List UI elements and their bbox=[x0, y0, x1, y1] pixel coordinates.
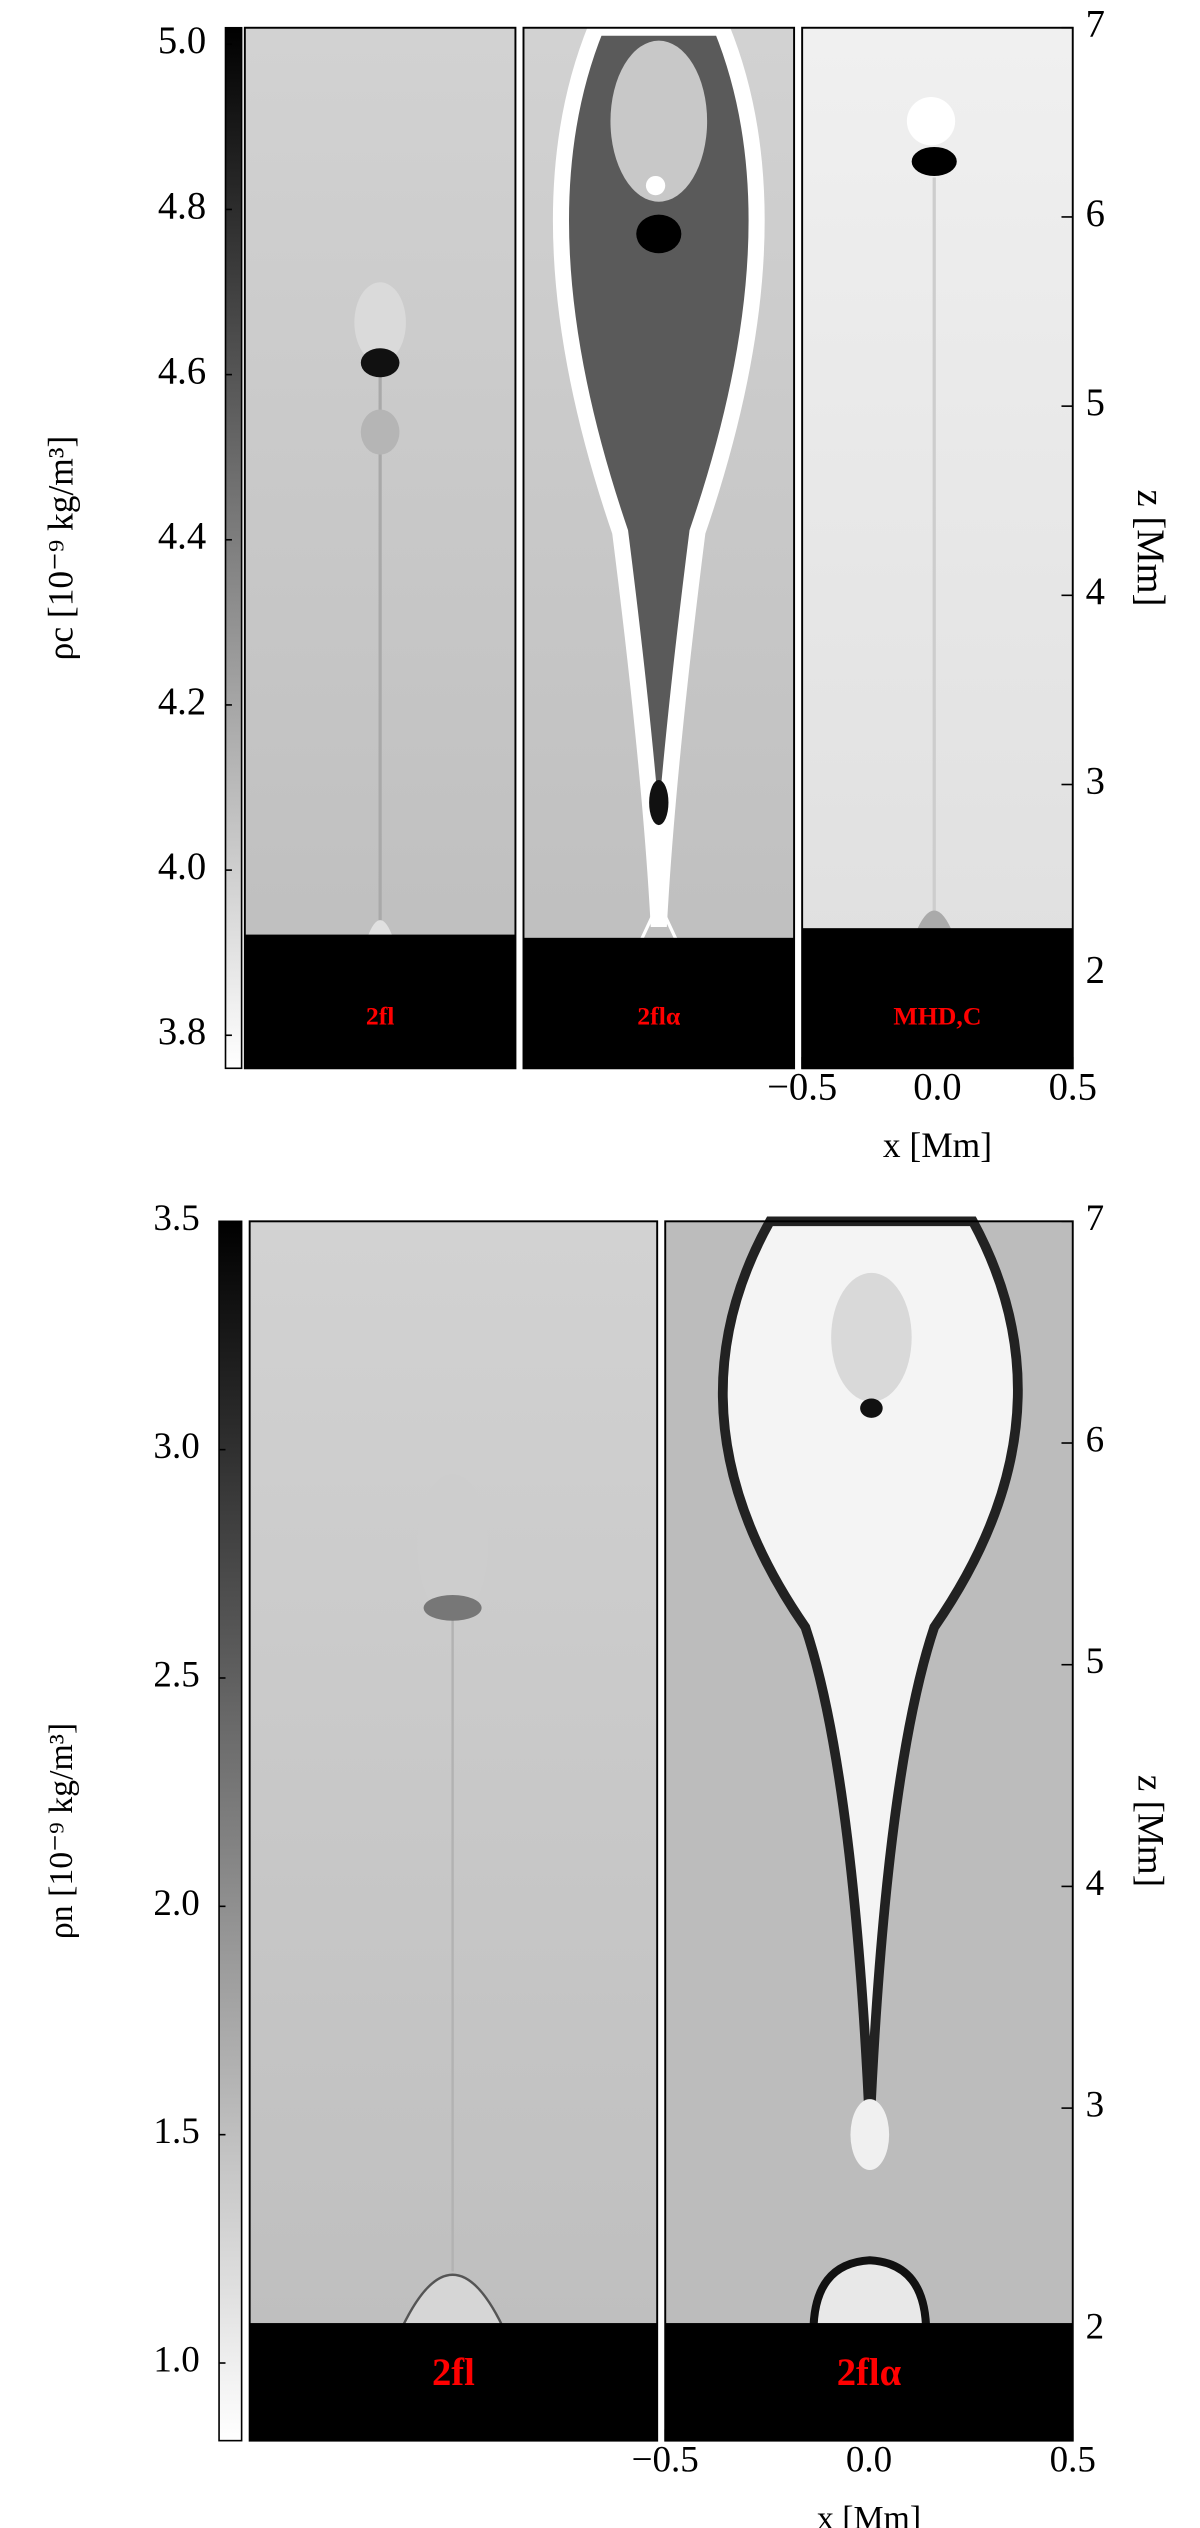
floor bbox=[665, 2323, 1073, 2441]
base bbox=[367, 920, 394, 938]
colorbar-tick-label: 4.8 bbox=[158, 185, 206, 227]
colorbar-tick-label: 4.2 bbox=[158, 681, 206, 723]
panel-frame bbox=[248, 1220, 659, 2442]
y-tick-label: 7 bbox=[1086, 4, 1105, 46]
colorbar-tick-label: 4.4 bbox=[158, 516, 206, 558]
y-axis-label: z [Mm] bbox=[1129, 1775, 1170, 1887]
x-tick-label: 0.5 bbox=[1049, 1067, 1097, 1109]
x-tick-label: −0.5 bbox=[767, 1067, 837, 1109]
colorbar-tick-label: 5.0 bbox=[158, 20, 206, 62]
floor bbox=[802, 928, 1073, 1069]
floor bbox=[249, 2323, 658, 2441]
image-bg bbox=[802, 27, 1073, 1069]
colorbar bbox=[224, 26, 243, 1070]
panel-label: 2flα bbox=[637, 1001, 681, 1030]
spot bbox=[645, 175, 666, 196]
y-tick-label: 2 bbox=[1086, 2306, 1105, 2347]
y-tick-label: 6 bbox=[1086, 193, 1105, 235]
colorbar-tick-label: 4.0 bbox=[158, 846, 206, 888]
x-tick-label: −0.5 bbox=[632, 2440, 699, 2481]
panel-label: 2fl bbox=[366, 1001, 395, 1030]
colorbar bbox=[218, 1220, 243, 2442]
panel-frame bbox=[522, 26, 796, 1070]
colorbar-tick-label: 2.5 bbox=[153, 1654, 199, 1695]
panel-label: MHD,C bbox=[893, 1001, 981, 1030]
colorbar-label: ρn [10⁻⁹ kg/m³] bbox=[43, 1723, 80, 1939]
y-tick-label: 3 bbox=[1086, 760, 1105, 802]
base bbox=[634, 898, 683, 952]
bulb bbox=[850, 2099, 890, 2171]
blob bbox=[360, 348, 400, 378]
y-tick-label: 3 bbox=[1086, 2085, 1105, 2126]
panel-images bbox=[244, 19, 1073, 2441]
colorbar-tick-label: 1.0 bbox=[153, 2340, 199, 2381]
y-tick-label: 7 bbox=[1086, 1198, 1105, 1239]
colorbar-tick-label: 3.0 bbox=[153, 1426, 199, 1467]
colorbar-tick-label: 3.5 bbox=[153, 1198, 199, 1239]
base bbox=[400, 2273, 505, 2328]
panel-frame bbox=[243, 26, 517, 1070]
y-tick-label: 5 bbox=[1086, 382, 1105, 424]
y-tick-label: 4 bbox=[1086, 1863, 1105, 1904]
colorbar-tick-label: 3.8 bbox=[158, 1011, 206, 1053]
cap bbox=[610, 40, 708, 202]
panel-label: 2flα bbox=[837, 2352, 902, 2394]
colorbar-tick-label: 4.6 bbox=[158, 350, 206, 392]
colorbar-label: ρc [10⁻⁹ kg/m³] bbox=[41, 436, 81, 661]
floor bbox=[244, 934, 516, 1069]
cap bbox=[354, 282, 406, 363]
cap bbox=[417, 1474, 489, 1620]
y-tick-label: 2 bbox=[1086, 950, 1105, 992]
panel-label: 2fl bbox=[432, 2352, 475, 2394]
y-tick-label: 6 bbox=[1086, 1420, 1105, 1461]
bulb bbox=[649, 779, 669, 826]
x-tick-label: 0.5 bbox=[1050, 2440, 1096, 2481]
y-tick-label: 4 bbox=[1086, 571, 1105, 613]
lens bbox=[552, 19, 765, 927]
cap bbox=[831, 1272, 912, 1402]
x-tick-label: 0.0 bbox=[913, 1067, 961, 1109]
cap bbox=[906, 97, 956, 146]
blob bbox=[860, 1398, 883, 1418]
y-axis-label: z [Mm] bbox=[1129, 490, 1171, 607]
x-tick-label: 0.0 bbox=[846, 2440, 892, 2481]
y-tick-label: 5 bbox=[1086, 1641, 1105, 1682]
colorbar-tick-label: 1.5 bbox=[153, 2111, 199, 2152]
blob bbox=[636, 214, 682, 254]
wake bbox=[360, 409, 400, 455]
floor bbox=[523, 937, 795, 1069]
base bbox=[809, 2256, 931, 2337]
x-axis-label: x [Mm] bbox=[883, 1125, 992, 1165]
blob bbox=[423, 1595, 482, 1621]
x-axis-label: x [Mm] bbox=[817, 2500, 921, 2528]
colorbar-tick-label: 2.0 bbox=[153, 1883, 199, 1924]
blob bbox=[911, 146, 957, 176]
